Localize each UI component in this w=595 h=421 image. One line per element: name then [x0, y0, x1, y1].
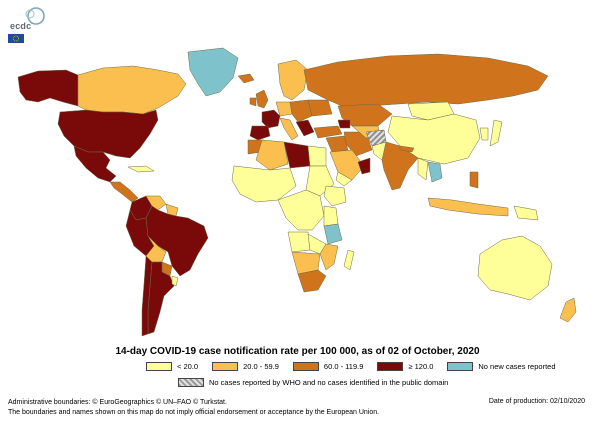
country-yemen [335, 171, 353, 187]
country-korea [479, 127, 489, 141]
legend-item-20-59: 20.0 - 59.9 [212, 362, 279, 371]
country-chile [141, 255, 153, 337]
country-greenland [187, 47, 239, 97]
footer-credits: Administrative boundaries: © EuroGeograp… [8, 398, 379, 418]
country-nepal [399, 145, 415, 153]
footer-line-1: Administrative boundaries: © EuroGeograp… [8, 399, 227, 406]
legend-swatch [447, 362, 474, 371]
country-central-europe [289, 99, 313, 123]
country-new-zealand [559, 297, 577, 323]
country-algeria [255, 139, 289, 171]
legend-label: 20.0 - 59.9 [243, 362, 279, 371]
country-italy [279, 117, 299, 141]
world-map [17, 47, 577, 337]
country-oman [357, 157, 371, 175]
legend-item-60-119: 60.0 - 119.9 [292, 362, 364, 371]
country-uruguay [171, 275, 179, 287]
country-madagascar [343, 249, 355, 271]
production-date: Date of production: 02/10/2020 [488, 398, 585, 405]
country-central-africa [277, 189, 325, 231]
footer-line-2: The boundaries and names shown on this m… [8, 409, 380, 416]
country-iraq-syria [325, 135, 349, 153]
country-france [261, 109, 281, 129]
country-saudi-arabia [329, 149, 365, 181]
country-ukraine [307, 99, 333, 117]
country-tanzania [323, 223, 343, 245]
legend-swatch [377, 362, 404, 371]
country-australia [477, 235, 553, 301]
country-scandinavia [277, 59, 309, 101]
country-japan [489, 119, 503, 147]
country-philippines [469, 171, 479, 189]
legend-item-no-new-cases: No new cases reported [447, 362, 556, 371]
country-alaska [17, 69, 79, 107]
country-germany [275, 101, 293, 117]
country-mexico [73, 145, 117, 183]
logo-text: ecdc [10, 21, 32, 31]
country-cuba [127, 165, 155, 173]
country-ethiopia [323, 185, 347, 207]
country-ireland [249, 97, 257, 107]
country-west-africa [231, 165, 297, 203]
country-egypt [307, 145, 327, 167]
legend-label: 60.0 - 119.9 [323, 362, 364, 371]
legend-label: No new cases reported [478, 362, 556, 371]
ecdc-logo [8, 7, 45, 43]
legend-row: < 20.0 20.0 - 59.9 60.0 - 119.9 ≥ 120.0 … [146, 362, 570, 371]
legend-swatch [212, 362, 239, 371]
legend-item-lt-20: < 20.0 [146, 362, 198, 371]
country-indonesia [427, 197, 509, 217]
legend-swatch-hatch [178, 378, 204, 387]
legend-item-gte-120: ≥ 120.0 [377, 362, 433, 371]
legend-label: < 20.0 [177, 362, 199, 371]
legend-swatch [292, 362, 319, 371]
country-spain [249, 125, 271, 141]
country-south-africa [297, 269, 327, 293]
country-east-africa [323, 205, 339, 227]
legend-swatch [146, 362, 172, 371]
legend-label-hatch: No cases reported by WHO and no cases id… [209, 378, 449, 387]
country-southeast-asia [427, 161, 443, 183]
country-russia [303, 53, 549, 107]
country-turkey [313, 125, 343, 139]
country-venezuela [145, 195, 167, 211]
legend-row-hatch: No cases reported by WHO and no cases id… [178, 378, 448, 387]
logo-mark-icon [8, 7, 45, 43]
country-usa [57, 109, 159, 159]
legend-title: 14-day COVID-19 case notification rate p… [115, 346, 480, 357]
country-iceland [237, 73, 255, 84]
country-caucasus [337, 119, 351, 129]
country-uk [255, 89, 269, 109]
country-mozambique [319, 243, 339, 271]
country-canada [77, 65, 187, 115]
country-papua [513, 205, 539, 221]
country-myanmar [417, 157, 429, 181]
country-angola [287, 231, 311, 253]
legend-label: ≥ 120.0 [408, 362, 434, 371]
country-central-america [109, 181, 139, 203]
country-balkans [295, 119, 315, 137]
